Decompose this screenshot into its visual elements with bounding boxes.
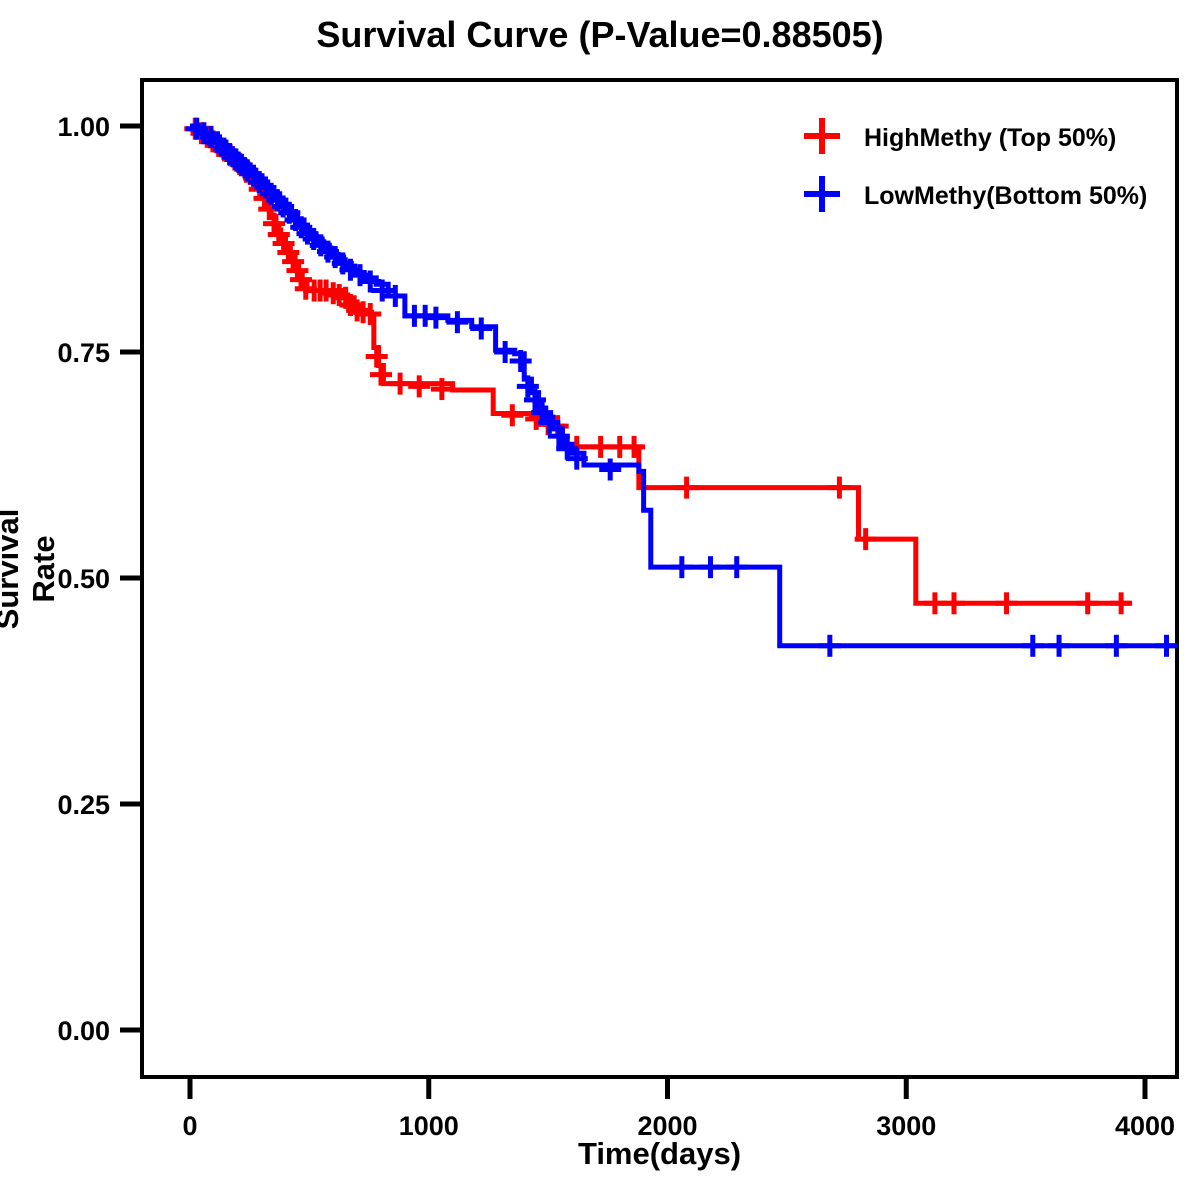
x-axis-label: Time(days) xyxy=(577,1136,742,1171)
series-layer xyxy=(184,117,1178,657)
legend-label: HighMethy (Top 50%) xyxy=(864,124,1116,152)
x-tick-label: 0 xyxy=(182,1111,197,1141)
page-title: Survival Curve (P-Value=0.88505) xyxy=(316,14,884,55)
x-tick-label: 4000 xyxy=(1115,1111,1175,1141)
y-tick-label: 0.00 xyxy=(57,1016,110,1046)
censor-marks xyxy=(185,117,1178,657)
y-axis-ticks: 0.00 0.25 0.50 0.75 1.00 xyxy=(57,112,140,1046)
chart-legend: HighMethy (Top 50%) LowMethy(Bottom 50%) xyxy=(804,118,1147,212)
plus-marker-icon xyxy=(804,176,840,212)
axis-frame xyxy=(140,78,1179,1079)
x-tick-label: 2000 xyxy=(637,1111,697,1141)
legend-item: HighMethy (Top 50%) xyxy=(804,118,1116,154)
legend-label: LowMethy(Bottom 50%) xyxy=(864,182,1147,210)
y-tick-label: 0.75 xyxy=(57,338,110,368)
y-tick-label: 1.00 xyxy=(57,112,110,142)
y-tick-label: 0.50 xyxy=(57,564,110,594)
x-axis-ticks: 0 1000 2000 3000 4000 xyxy=(182,1079,1175,1141)
legend-item: LowMethy(Bottom 50%) xyxy=(804,176,1147,212)
x-tick-label: 3000 xyxy=(876,1111,936,1141)
y-tick-label: 0.25 xyxy=(57,790,110,820)
series-low-methy xyxy=(185,117,1178,657)
x-tick-label: 1000 xyxy=(399,1111,459,1141)
plus-marker-icon xyxy=(804,118,840,154)
